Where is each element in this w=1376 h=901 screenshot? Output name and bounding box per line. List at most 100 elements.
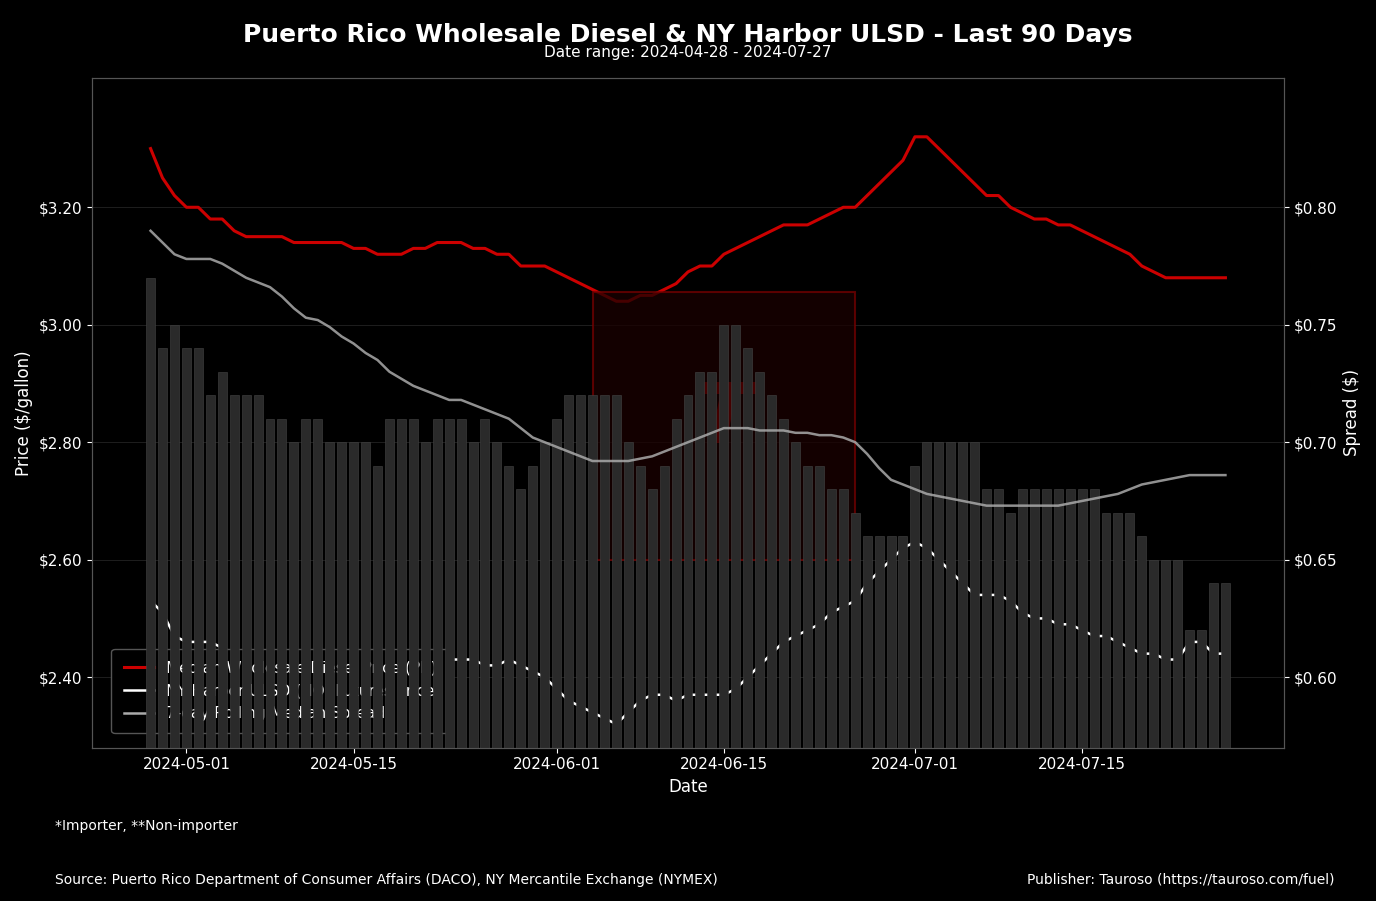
Bar <box>1113 513 1123 901</box>
Text: Publisher: Tauroso (https://tauroso.com/fuel): Publisher: Tauroso (https://tauroso.com/… <box>1028 873 1335 887</box>
Bar <box>158 349 166 901</box>
Bar <box>1090 489 1098 901</box>
Bar <box>659 466 669 901</box>
Bar <box>1042 489 1051 901</box>
Bar <box>695 372 705 901</box>
Bar <box>301 419 311 901</box>
Bar <box>146 278 155 901</box>
Bar <box>206 396 215 901</box>
Bar <box>469 442 477 901</box>
Text: Source: Puerto Rico Department of Consumer Affairs (DACO), NY Mercantile Exchang: Source: Puerto Rico Department of Consum… <box>55 873 718 887</box>
Bar <box>480 419 490 901</box>
Bar <box>839 489 848 901</box>
Bar <box>171 324 179 901</box>
Bar <box>707 372 717 901</box>
Bar <box>1185 630 1194 901</box>
Bar <box>1054 489 1062 901</box>
Bar <box>982 489 991 901</box>
Legend: Median Wholesale Diesel Price (PR), NY Harbor ULSD (HO) Futures Price, 7-day Rol: Median Wholesale Diesel Price (PR), NY H… <box>111 649 450 733</box>
Bar <box>396 419 406 901</box>
Bar <box>1029 489 1039 901</box>
Bar <box>1210 583 1218 901</box>
Bar <box>791 442 799 901</box>
Bar <box>612 396 621 901</box>
Bar <box>911 466 919 901</box>
Bar <box>731 324 740 901</box>
Bar <box>875 536 883 901</box>
Bar <box>552 419 561 901</box>
Bar <box>684 396 692 901</box>
Bar <box>194 349 202 901</box>
Bar <box>385 419 394 901</box>
Bar <box>337 442 347 901</box>
Bar <box>505 466 513 901</box>
Bar <box>444 419 454 901</box>
Bar <box>432 419 442 901</box>
Bar <box>970 442 980 901</box>
X-axis label: Date: Date <box>669 778 707 796</box>
Bar <box>361 442 370 901</box>
Bar <box>636 466 645 901</box>
Bar <box>1077 489 1087 901</box>
Text: *Importer, **Non-importer: *Importer, **Non-importer <box>55 819 238 833</box>
Bar <box>815 466 824 901</box>
Bar <box>768 396 776 901</box>
Bar <box>373 466 383 901</box>
Bar <box>899 536 907 901</box>
Bar <box>457 419 465 901</box>
Bar <box>947 442 955 901</box>
Bar <box>1018 489 1026 901</box>
Bar <box>266 419 274 901</box>
Bar <box>564 396 572 901</box>
Bar <box>253 396 263 901</box>
Bar <box>1174 560 1182 901</box>
Bar <box>350 442 358 901</box>
Bar <box>1126 513 1134 901</box>
Bar <box>743 349 753 901</box>
Bar <box>493 442 501 901</box>
Bar <box>242 396 250 901</box>
Bar <box>182 349 191 901</box>
Bar <box>289 442 299 901</box>
Bar <box>886 536 896 901</box>
Bar <box>314 419 322 901</box>
Bar <box>516 489 526 901</box>
Bar <box>1138 536 1146 901</box>
Text: Date range: 2024-04-28 - 2024-07-27: Date range: 2024-04-28 - 2024-07-27 <box>545 45 831 60</box>
Y-axis label: Price ($/gallon): Price ($/gallon) <box>15 350 33 476</box>
Bar <box>623 442 633 901</box>
Bar <box>1221 583 1230 901</box>
Bar <box>958 442 967 901</box>
Bar <box>1197 630 1205 901</box>
Bar <box>720 324 728 901</box>
Bar <box>922 442 932 901</box>
Bar <box>1065 489 1075 901</box>
Bar <box>577 396 585 901</box>
Bar <box>421 442 429 901</box>
Bar <box>1006 513 1015 901</box>
Bar <box>779 419 788 901</box>
Bar <box>671 419 681 901</box>
Bar <box>934 442 944 901</box>
Bar <box>528 466 537 901</box>
Bar <box>541 442 549 901</box>
FancyBboxPatch shape <box>593 292 854 560</box>
Bar <box>588 396 597 901</box>
Bar <box>217 372 227 901</box>
Bar <box>230 396 238 901</box>
Bar <box>409 419 418 901</box>
Bar <box>648 489 656 901</box>
Bar <box>804 466 812 901</box>
Bar <box>1161 560 1170 901</box>
Bar <box>600 396 608 901</box>
Bar <box>1149 560 1159 901</box>
Bar <box>1102 513 1110 901</box>
Bar <box>850 513 860 901</box>
Bar <box>325 442 334 901</box>
Bar <box>993 489 1003 901</box>
Bar <box>278 419 286 901</box>
Text: Puerto Rico Wholesale Diesel & NY Harbor ULSD - Last 90 Days: Puerto Rico Wholesale Diesel & NY Harbor… <box>244 23 1132 47</box>
Bar <box>863 536 871 901</box>
Bar <box>827 489 835 901</box>
Y-axis label: Spread ($): Spread ($) <box>1343 369 1361 457</box>
